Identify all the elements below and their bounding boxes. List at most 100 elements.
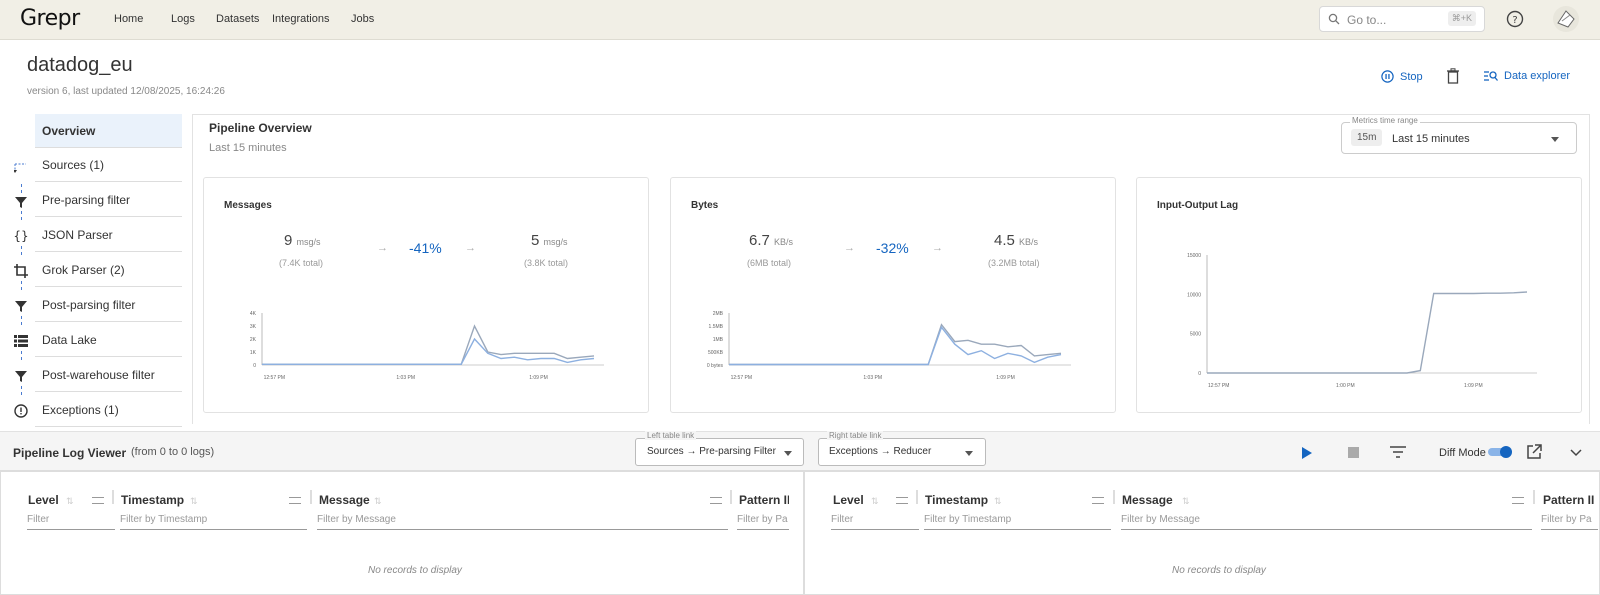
- braces-icon: {}: [14, 229, 28, 243]
- time-range-select[interactable]: [1341, 122, 1577, 154]
- column-separator[interactable]: [916, 490, 918, 504]
- diff-mode-toggle[interactable]: [1487, 445, 1513, 459]
- column-menu-icon[interactable]: [289, 497, 301, 504]
- sort-icon[interactable]: ⇅: [994, 496, 1002, 506]
- filter-input-pattern[interactable]: Filter by Pa: [737, 514, 789, 530]
- sort-icon[interactable]: ⇅: [1182, 496, 1190, 506]
- column-header-level[interactable]: Level: [833, 493, 864, 507]
- sidebar-item-grok-parser[interactable]: Grok Parser (2): [35, 253, 182, 287]
- y-tick-label: 15000: [1187, 253, 1201, 259]
- column-header-pattern[interactable]: Pattern II: [739, 493, 789, 507]
- app-logo[interactable]: Grepr: [20, 6, 80, 31]
- metric-pct: -41%: [409, 240, 442, 256]
- time-range-chip: 15m: [1351, 129, 1383, 146]
- nav-integrations[interactable]: Integrations: [272, 13, 330, 25]
- filter-input-pattern[interactable]: Filter by Pa: [1541, 514, 1598, 530]
- sidebar-item-exceptions[interactable]: Exceptions (1): [35, 393, 182, 427]
- column-separator[interactable]: [730, 490, 732, 504]
- filter-input-timestamp[interactable]: Filter by Timestamp: [120, 514, 307, 530]
- filter-input-timestamp[interactable]: Filter by Timestamp: [924, 514, 1111, 530]
- sort-icon[interactable]: ⇅: [66, 496, 74, 506]
- sort-icon[interactable]: ⇅: [871, 496, 879, 506]
- y-tick-label: 1K: [250, 350, 257, 356]
- nav-jobs[interactable]: Jobs: [351, 13, 375, 25]
- column-separator[interactable]: [1533, 490, 1535, 504]
- sidebar-item-label: JSON Parser: [42, 227, 113, 242]
- lag-card: Input-Output Lag 15000 10000 5000 0 12:57 PM…: [1136, 177, 1582, 413]
- source-branch-icon: [14, 163, 26, 173]
- filter-input-message[interactable]: Filter by Message: [317, 514, 728, 530]
- column-header-timestamp[interactable]: Timestamp: [925, 493, 989, 507]
- nav-home[interactable]: Home: [114, 13, 144, 25]
- filter-input-level[interactable]: Filter: [831, 514, 919, 530]
- nav-logs[interactable]: Logs: [171, 13, 195, 25]
- column-header-pattern[interactable]: Pattern II: [1543, 493, 1595, 507]
- column-header-timestamp[interactable]: Timestamp: [121, 493, 185, 507]
- database-list-icon: [14, 335, 28, 347]
- x-tick-label: 1:09 PM: [1464, 383, 1483, 389]
- sort-icon[interactable]: ⇅: [190, 496, 198, 506]
- series-line: [729, 325, 1062, 366]
- pipeline-overview-panel: [192, 114, 1590, 424]
- column-separator[interactable]: [310, 490, 312, 504]
- right-table-link-value: Exceptions → Reducer: [829, 446, 932, 457]
- y-tick-label: 1.5MB: [709, 324, 724, 330]
- column-menu-icon[interactable]: [896, 497, 908, 504]
- chevron-down-icon: [965, 451, 973, 456]
- chevron-down-icon: [784, 451, 792, 456]
- sidebar-item-post-parsing-filter[interactable]: Post-parsing filter: [35, 288, 182, 322]
- x-tick-label: 12:57 PM: [264, 375, 285, 381]
- right-table-link-select[interactable]: [818, 438, 986, 466]
- data-explorer-icon: [1484, 71, 1498, 81]
- empty-state: No records to display: [368, 565, 462, 576]
- column-header-message[interactable]: Message: [1122, 493, 1173, 507]
- metric-in-total: (6MB total): [747, 258, 792, 268]
- sidebar-item-overview[interactable]: Overview: [35, 114, 182, 148]
- trash-icon[interactable]: [1446, 68, 1460, 84]
- column-menu-icon[interactable]: [710, 497, 722, 504]
- sort-icon[interactable]: ⇅: [374, 496, 382, 506]
- column-separator[interactable]: [1113, 490, 1115, 504]
- column-menu-icon[interactable]: [1092, 497, 1104, 504]
- sidebar-item-sources[interactable]: Sources (1): [35, 148, 182, 182]
- funnel-icon: [15, 197, 27, 208]
- pipeline-connector: [21, 281, 22, 290]
- chevron-down-icon[interactable]: [1570, 449, 1582, 457]
- column-header-level[interactable]: Level: [28, 493, 59, 507]
- sidebar-item-pre-parsing-filter[interactable]: Pre-parsing filter: [35, 183, 182, 217]
- stop-icon[interactable]: [1348, 447, 1359, 458]
- x-tick-label: 12:57 PM: [1208, 383, 1229, 389]
- column-separator[interactable]: [112, 490, 114, 504]
- funnel-icon: [15, 371, 27, 382]
- sidebar-item-post-warehouse-filter[interactable]: Post-warehouse filter: [35, 358, 182, 392]
- filter-input-message[interactable]: Filter by Message: [1121, 514, 1532, 530]
- column-header-message[interactable]: Message: [319, 493, 370, 507]
- filter-lines-icon[interactable]: [1390, 446, 1406, 458]
- play-icon[interactable]: [1301, 446, 1313, 460]
- overview-subtitle: Last 15 minutes: [209, 142, 287, 154]
- help-icon[interactable]: ?: [1506, 10, 1524, 28]
- search-input[interactable]: Go to... ⌘+K: [1319, 6, 1485, 32]
- right-log-grid: [804, 471, 1600, 595]
- pipeline-connector: [21, 211, 22, 220]
- left-table-link-select[interactable]: [635, 438, 804, 466]
- funnel-icon: [15, 301, 27, 312]
- sidebar-item-data-lake[interactable]: Data Lake: [35, 323, 182, 357]
- stop-button[interactable]: Stop: [1381, 70, 1423, 83]
- data-explorer-button[interactable]: Data explorer: [1484, 70, 1570, 82]
- nav-datasets[interactable]: Datasets: [216, 13, 260, 25]
- avatar[interactable]: [1552, 5, 1580, 33]
- left-log-grid: [0, 471, 804, 595]
- pipeline-connector: [21, 184, 22, 193]
- x-tick-label: 1:09 PM: [529, 375, 548, 381]
- column-menu-icon[interactable]: [92, 497, 104, 504]
- pipeline-connector: [21, 386, 22, 395]
- filter-input-level[interactable]: Filter: [27, 514, 115, 530]
- crop-icon: [14, 264, 28, 278]
- sidebar-item-label: Post-parsing filter: [42, 297, 136, 312]
- column-menu-icon[interactable]: [1512, 497, 1524, 504]
- sidebar-item-json-parser[interactable]: JSON Parser: [35, 218, 182, 252]
- open-external-icon[interactable]: [1526, 444, 1542, 460]
- sidebar-item-label: Sources (1): [42, 157, 105, 172]
- metric-in: 6.7 KB/s: [749, 232, 793, 249]
